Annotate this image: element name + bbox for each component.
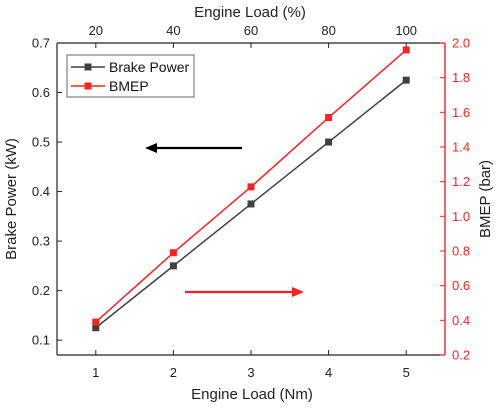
y-right-tick-label: 1.2 xyxy=(452,174,470,189)
y-left-tick-label: 0.2 xyxy=(32,283,50,298)
series-layer xyxy=(92,46,410,332)
right-axis-arrow xyxy=(185,287,304,297)
y-axis-title-right: BMEP (bar) xyxy=(477,160,494,238)
x-tick-label-bottom: 1 xyxy=(92,365,99,380)
x-tick-label-top: 40 xyxy=(166,23,180,38)
x-axis-title-bottom: Engine Load (Nm) xyxy=(191,386,313,403)
data-point-brake-power xyxy=(169,262,177,270)
data-point-bmep xyxy=(325,114,333,122)
legend-marker-1 xyxy=(84,82,92,90)
x-tick-label-top: 20 xyxy=(89,23,103,38)
legend-box xyxy=(66,54,195,98)
axis-ticks: 1 20 2 40 3 60 4 80 5 100 0.1 0.2 0.3 0.4 0.5 0.6 0.7 0.2… xyxy=(32,23,470,380)
x-tick-label-bottom: 5 xyxy=(403,365,410,380)
data-point-brake-power xyxy=(247,200,255,208)
left-axis-arrow-head xyxy=(145,143,157,153)
y-right-tick-label: 1.4 xyxy=(452,140,470,155)
data-point-bmep xyxy=(92,318,100,326)
y-right-tick-label: 0.6 xyxy=(452,278,470,293)
x-tick-label-bottom: 2 xyxy=(170,365,177,380)
y-right-tick-label: 1.0 xyxy=(452,209,470,224)
data-point-brake-power xyxy=(402,76,410,84)
legend-label-1: BMEP xyxy=(109,78,149,94)
y-left-tick-label: 0.4 xyxy=(32,184,50,199)
y-right-tick-label: 0.2 xyxy=(452,348,470,363)
legend: Brake Power BMEP xyxy=(66,54,195,98)
y-left-tick-label: 0.6 xyxy=(32,85,50,100)
x-tick-label-bottom: 4 xyxy=(325,365,332,380)
x-axis-title-top: Engine Load (%) xyxy=(194,4,306,21)
annotation-arrows xyxy=(145,143,304,297)
y-left-tick-label: 0.7 xyxy=(32,36,50,51)
legend-label-0: Brake Power xyxy=(109,59,189,75)
y-left-tick-label: 0.1 xyxy=(32,333,50,348)
x-tick-label-bottom: 3 xyxy=(247,365,254,380)
data-point-bmep xyxy=(402,46,410,54)
y-axis-title-left: Brake Power (kW) xyxy=(3,138,20,260)
data-point-brake-power xyxy=(325,138,333,146)
data-point-bmep xyxy=(169,249,177,257)
right-axis-arrow-head xyxy=(292,287,304,297)
data-point-bmep xyxy=(247,183,255,191)
y-right-tick-label: 0.8 xyxy=(452,244,470,259)
x-tick-label-top: 100 xyxy=(395,23,417,38)
y-left-tick-label: 0.3 xyxy=(32,234,50,249)
x-tick-label-top: 80 xyxy=(321,23,335,38)
left-axis-arrow xyxy=(145,143,242,153)
y-right-tick-label: 0.4 xyxy=(452,313,470,328)
x-tick-label-top: 60 xyxy=(244,23,258,38)
y-right-tick-label: 2.0 xyxy=(452,36,470,51)
legend-marker-0 xyxy=(84,63,92,71)
y-right-tick-label: 1.8 xyxy=(452,70,470,85)
y-left-tick-label: 0.5 xyxy=(32,135,50,150)
data-point-brake-power xyxy=(92,324,100,332)
y-right-tick-label: 1.6 xyxy=(452,105,470,120)
